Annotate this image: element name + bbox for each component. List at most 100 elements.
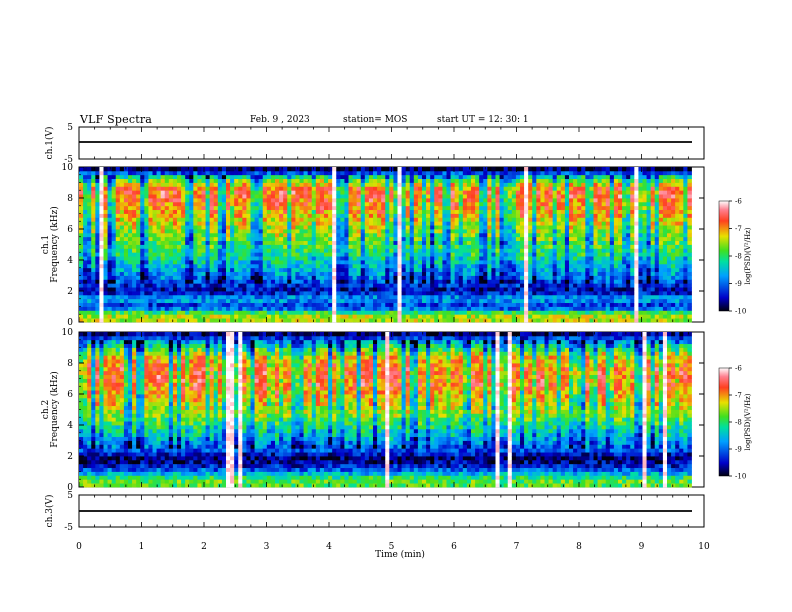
spectrogram-cell <box>107 275 113 280</box>
spectrogram-cell <box>324 252 329 257</box>
spectrogram-cell <box>430 271 435 276</box>
spectrogram-cell <box>295 263 300 269</box>
spectrogram-cell <box>107 294 113 300</box>
spectrogram-cell <box>524 260 529 265</box>
spectrogram-cell <box>311 252 317 257</box>
spectrogram-cell <box>287 229 292 234</box>
spectrogram-cell <box>299 314 304 319</box>
spectrogram-cell <box>246 256 251 261</box>
chart-title: VLF Spectra <box>80 113 153 126</box>
spectrogram-cell <box>332 232 337 238</box>
spectrogram-cell <box>515 240 521 245</box>
spectrogram-cell <box>136 314 141 319</box>
spectrogram-cell <box>148 310 153 315</box>
spectrogram-cell <box>540 287 545 292</box>
spectrogram-cell <box>507 209 513 214</box>
spectrogram-cell <box>254 209 260 214</box>
spectrogram-cell <box>458 287 464 292</box>
spectrogram-cell <box>266 287 272 292</box>
spectrogram-cell <box>324 260 329 265</box>
spectrogram-cell <box>409 240 415 245</box>
spectrogram-cell <box>426 279 431 284</box>
spectrogram-cell <box>528 279 533 284</box>
spectrogram-cell <box>230 229 235 234</box>
spectrogram-cell <box>581 170 586 176</box>
spectrogram-cell <box>348 190 353 195</box>
spectrogram-cell <box>152 198 157 203</box>
spectrogram-cell <box>107 194 113 199</box>
spectrogram-cell <box>205 194 211 199</box>
spectrogram-cell <box>283 217 288 222</box>
spectrogram-cell <box>479 260 484 265</box>
spectrogram-cell <box>160 221 166 226</box>
spectrogram-cell <box>205 283 211 288</box>
spectrogram-cell <box>226 205 231 211</box>
spectrogram-cell <box>332 294 337 300</box>
spectrogram-cell <box>258 291 264 296</box>
spectrogram-cell <box>172 240 178 245</box>
spectrogram-cell <box>87 232 92 238</box>
spectrogram-cell <box>540 310 545 315</box>
spectrogram-cell <box>201 198 206 203</box>
spectrogram-cell <box>148 306 153 311</box>
spectrogram-cell <box>279 244 284 249</box>
spectrogram-cell <box>569 260 574 265</box>
spectrogram-cell <box>168 198 174 203</box>
spectrogram-cell <box>405 256 411 261</box>
spectrogram-cell <box>144 260 149 265</box>
spectrogram-cell <box>291 244 296 249</box>
spectrogram-cell <box>495 190 500 195</box>
spectrogram-cell <box>548 271 554 276</box>
spectrogram-cell <box>507 267 513 273</box>
spectrogram-cell <box>540 178 545 183</box>
spectrogram-cell <box>450 287 456 292</box>
spectrogram-cell <box>552 201 558 207</box>
spectrogram-cell <box>442 240 447 245</box>
spectrogram-cell <box>585 221 590 226</box>
spectrogram-cell <box>172 267 178 273</box>
spectrogram-cell <box>483 209 488 214</box>
spectrogram-cell <box>291 260 296 265</box>
spectrogram-cell <box>168 221 174 226</box>
spectrogram-cell <box>185 225 190 230</box>
spectrogram-cell <box>262 209 268 214</box>
spectrogram-cell <box>450 201 456 207</box>
spectrogram-cell <box>356 209 362 214</box>
spectrogram-cell <box>454 201 460 207</box>
spectrogram-cell <box>311 287 317 292</box>
spectrogram-cell <box>458 275 464 280</box>
spectrogram-cell <box>103 170 108 176</box>
spectrogram-cell <box>434 170 439 176</box>
spectrogram-cell <box>446 260 451 265</box>
spectrogram-cell <box>319 291 325 296</box>
spectrogram-cell <box>168 232 174 238</box>
spectrogram-cell <box>181 306 186 311</box>
spectrogram-cell <box>479 279 484 284</box>
spectrogram-cell <box>536 294 541 300</box>
spectrogram-cell <box>471 318 476 323</box>
spectrogram-cell <box>83 167 88 172</box>
spectrogram-cell <box>569 252 574 257</box>
spectrogram-cell <box>336 194 341 199</box>
spectrogram-cell <box>487 225 492 230</box>
spectrogram-cell <box>560 260 566 265</box>
spectrogram-cell <box>177 213 182 218</box>
spectrogram-cell <box>299 275 304 280</box>
spectrogram-cell <box>168 283 174 288</box>
spectrogram-cell <box>328 252 333 257</box>
spectrogram-cell <box>475 275 480 280</box>
spectrogram-cell <box>438 302 443 307</box>
spectrogram-cell <box>205 213 211 218</box>
spectrogram-cell <box>540 283 545 288</box>
spectrogram-cell <box>107 260 113 265</box>
spectrogram-cell <box>152 310 157 315</box>
spectrogram-cell <box>324 267 329 273</box>
spectrogram-cell <box>446 178 451 183</box>
spectrogram-cell <box>405 314 411 319</box>
spectrogram-cell <box>144 201 149 207</box>
spectrogram-cell <box>148 201 153 207</box>
spectrogram-cell <box>499 287 505 292</box>
spectrogram-cell <box>495 294 500 300</box>
spectrogram-cell <box>319 318 325 323</box>
spectrogram-cell <box>466 271 472 276</box>
